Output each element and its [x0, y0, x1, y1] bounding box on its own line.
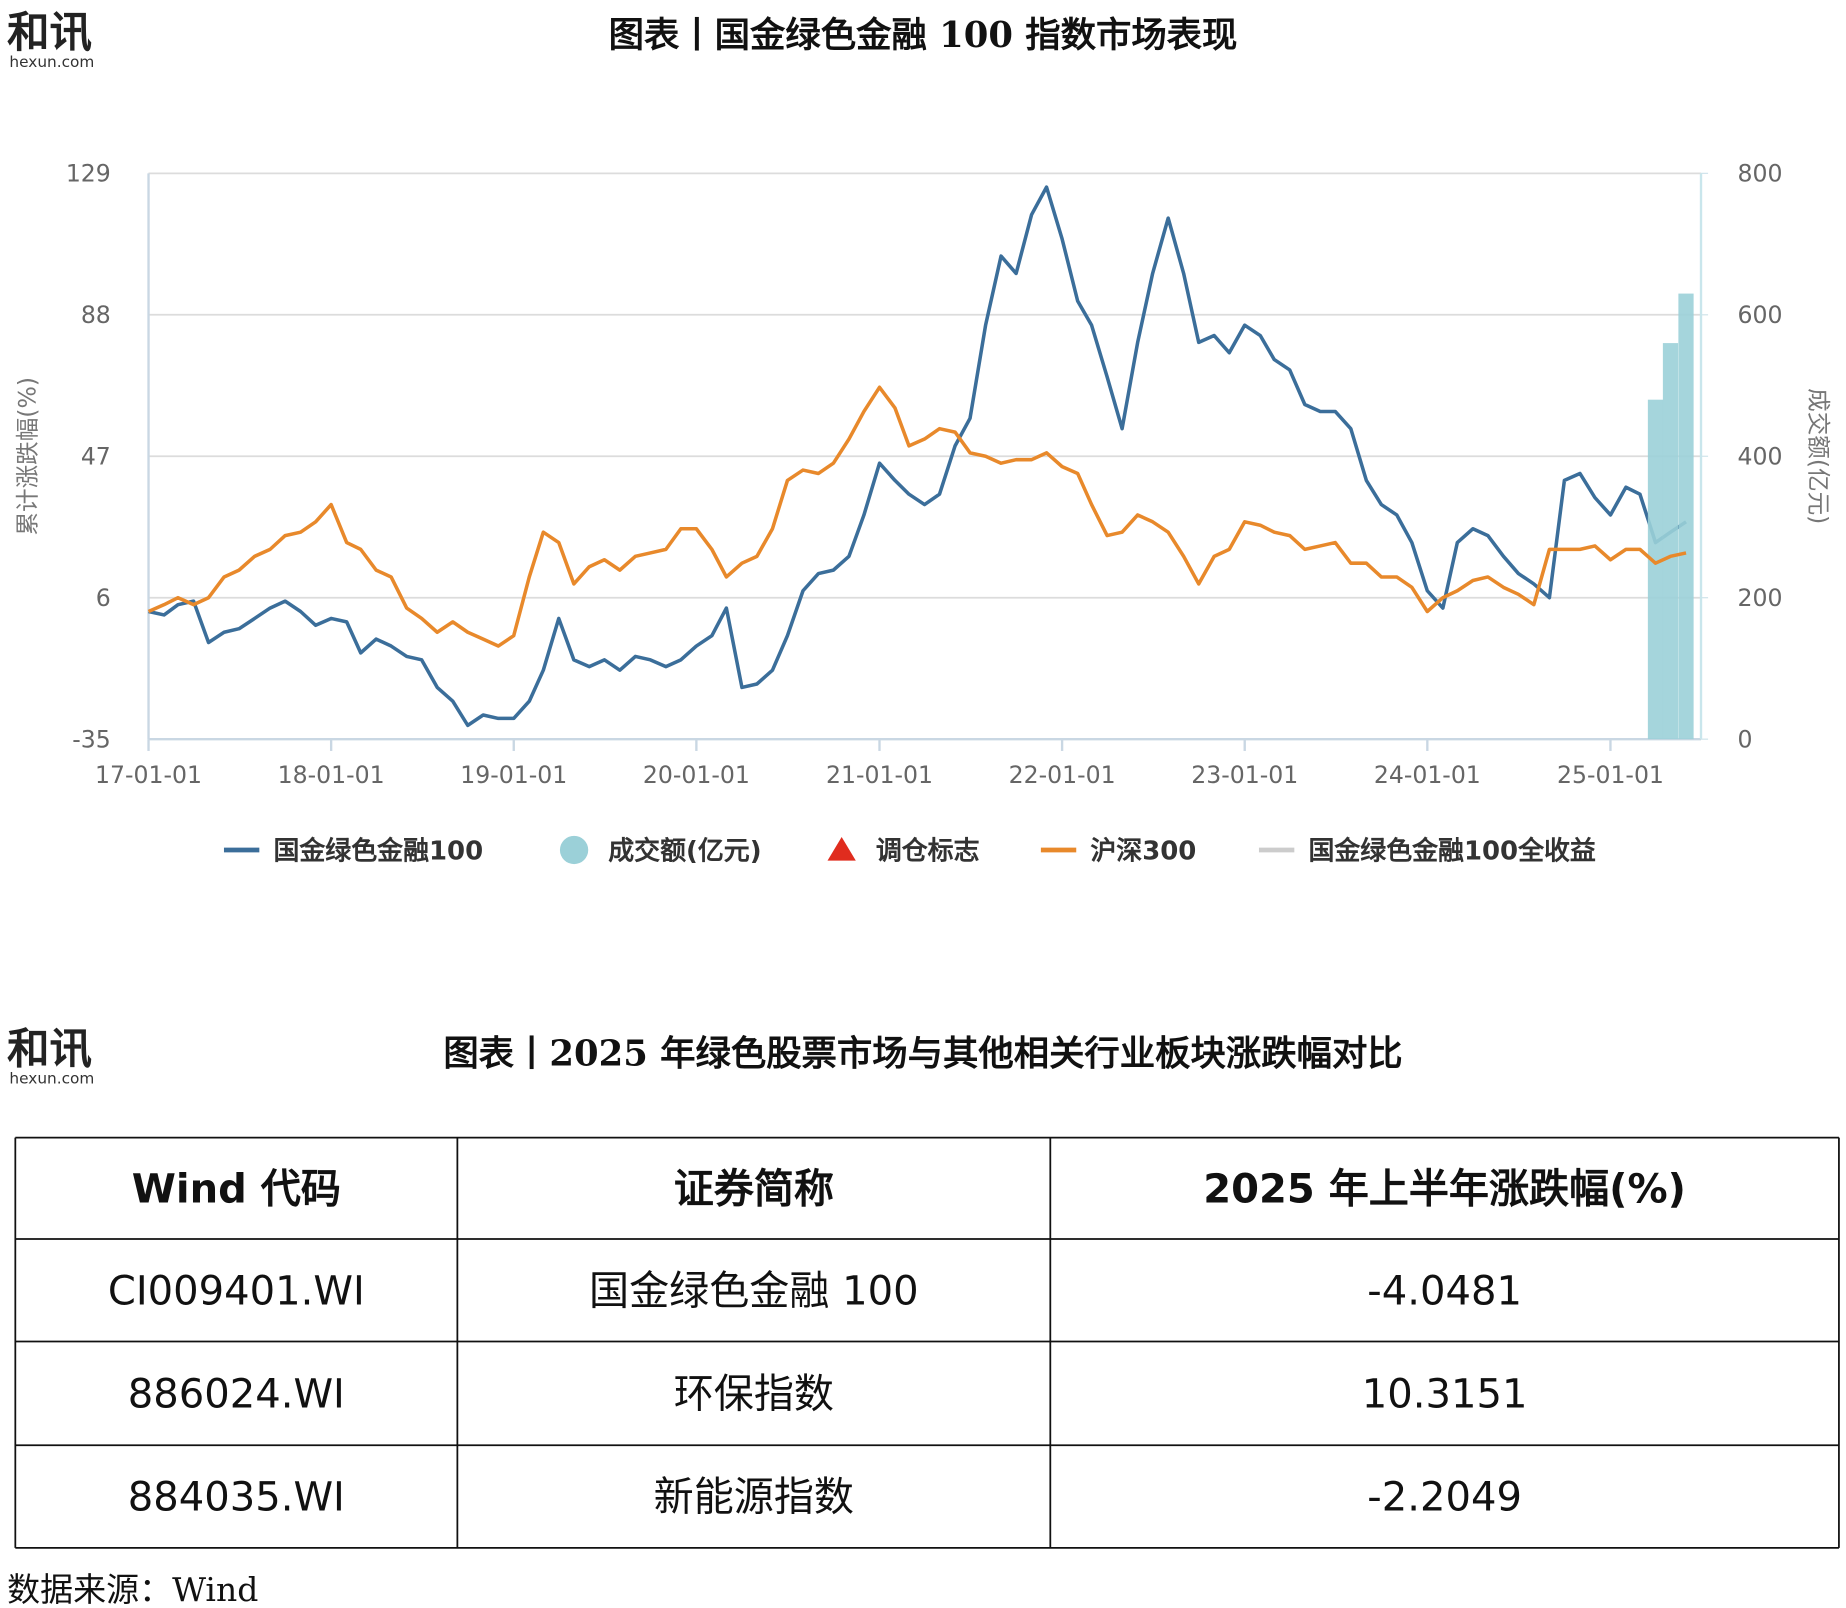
volume-bar — [1662, 343, 1679, 740]
volume-bar — [1647, 399, 1664, 740]
logo: 和讯 hexun.com — [7, 1025, 94, 1087]
volume-bar — [1678, 293, 1694, 740]
logo-brand: 和讯 — [7, 9, 92, 58]
table-cell: 环保指数 — [674, 1372, 834, 1418]
x-tick-label: 25-01-01 — [1557, 761, 1664, 789]
table-cell: 10.3151 — [1362, 1372, 1528, 1418]
legend-label: 国金绿色金融100 — [273, 835, 483, 866]
x-tick-label: 21-01-01 — [826, 761, 933, 789]
line — [147, 385, 1687, 648]
y2-tick-label: 600 — [1738, 301, 1783, 329]
chart: -35 6 47 88 129 0 200 400 600 800 17-01-01 18-01-01… — [13, 160, 1832, 867]
y2-tick-label: 0 — [1738, 725, 1753, 753]
x-tick-label: 24-01-01 — [1374, 761, 1481, 789]
table-header-cell: 证券简称 — [674, 1166, 834, 1212]
table-header-cell: Wind 代码 — [132, 1166, 341, 1212]
legend-label: 成交额(亿元) — [608, 835, 761, 866]
legend-swatch — [827, 837, 856, 861]
table-cell: -4.0481 — [1367, 1268, 1522, 1314]
legend-label: 调仓标志 — [876, 835, 980, 866]
x-tick-label: 23-01-01 — [1191, 761, 1298, 789]
legend-label: 国金绿色金融100全收益 — [1308, 835, 1595, 866]
table-cell: 886024.WI — [128, 1372, 345, 1418]
x-tick-label: 17-01-01 — [95, 761, 202, 789]
y-tick-label: 6 — [96, 584, 111, 612]
y-tick-label: -35 — [72, 725, 111, 753]
table-cell: CI009401.WI — [108, 1268, 365, 1314]
y-axis-title: 累计涨跌幅(%) — [13, 377, 41, 536]
y2-tick-label: 400 — [1738, 443, 1783, 471]
table: Wind 代码 证券简称 2025 年上半年涨跌幅(%) CI009401.WI 国金绿… — [14, 1136, 1840, 1549]
y2-tick-label: 800 — [1738, 160, 1783, 188]
table-cell: -2.2049 — [1367, 1475, 1522, 1521]
chart-title: 图表丨国金绿色金融 100 指数市场表现 — [609, 15, 1238, 56]
table-cell: 国金绿色金融 100 — [589, 1268, 919, 1314]
y2-axis-title: 成交额(亿元) — [1805, 388, 1833, 524]
line — [148, 185, 1688, 728]
legend-label: 沪深300 — [1090, 836, 1196, 866]
table-cell: 新能源指数 — [654, 1475, 854, 1521]
source-note: 数据来源：Wind — [7, 1570, 258, 1608]
y-tick-label: 47 — [81, 443, 111, 471]
table-header-cell: 2025 年上半年涨跌幅(%) — [1203, 1166, 1686, 1212]
table-cell: 884035.WI — [128, 1475, 345, 1521]
logo-domain: hexun.com — [9, 53, 94, 71]
legend-swatch — [559, 835, 589, 865]
x-tick-label: 20-01-01 — [643, 761, 750, 789]
y-tick-label: 88 — [81, 301, 111, 329]
y-tick-label: 129 — [66, 160, 111, 188]
table-title: 图表丨2025 年绿色股票市场与其他相关行业板块涨跌幅对比 — [443, 1034, 1402, 1075]
x-tick-label: 18-01-01 — [278, 761, 385, 789]
logo-domain: hexun.com — [9, 1069, 94, 1087]
y2-tick-label: 200 — [1738, 584, 1783, 612]
logo-brand: 和讯 — [7, 1025, 92, 1074]
logo: 和讯 hexun.com — [7, 9, 94, 71]
x-tick-label: 19-01-01 — [460, 761, 567, 789]
x-tick-label: 22-01-01 — [1009, 761, 1116, 789]
